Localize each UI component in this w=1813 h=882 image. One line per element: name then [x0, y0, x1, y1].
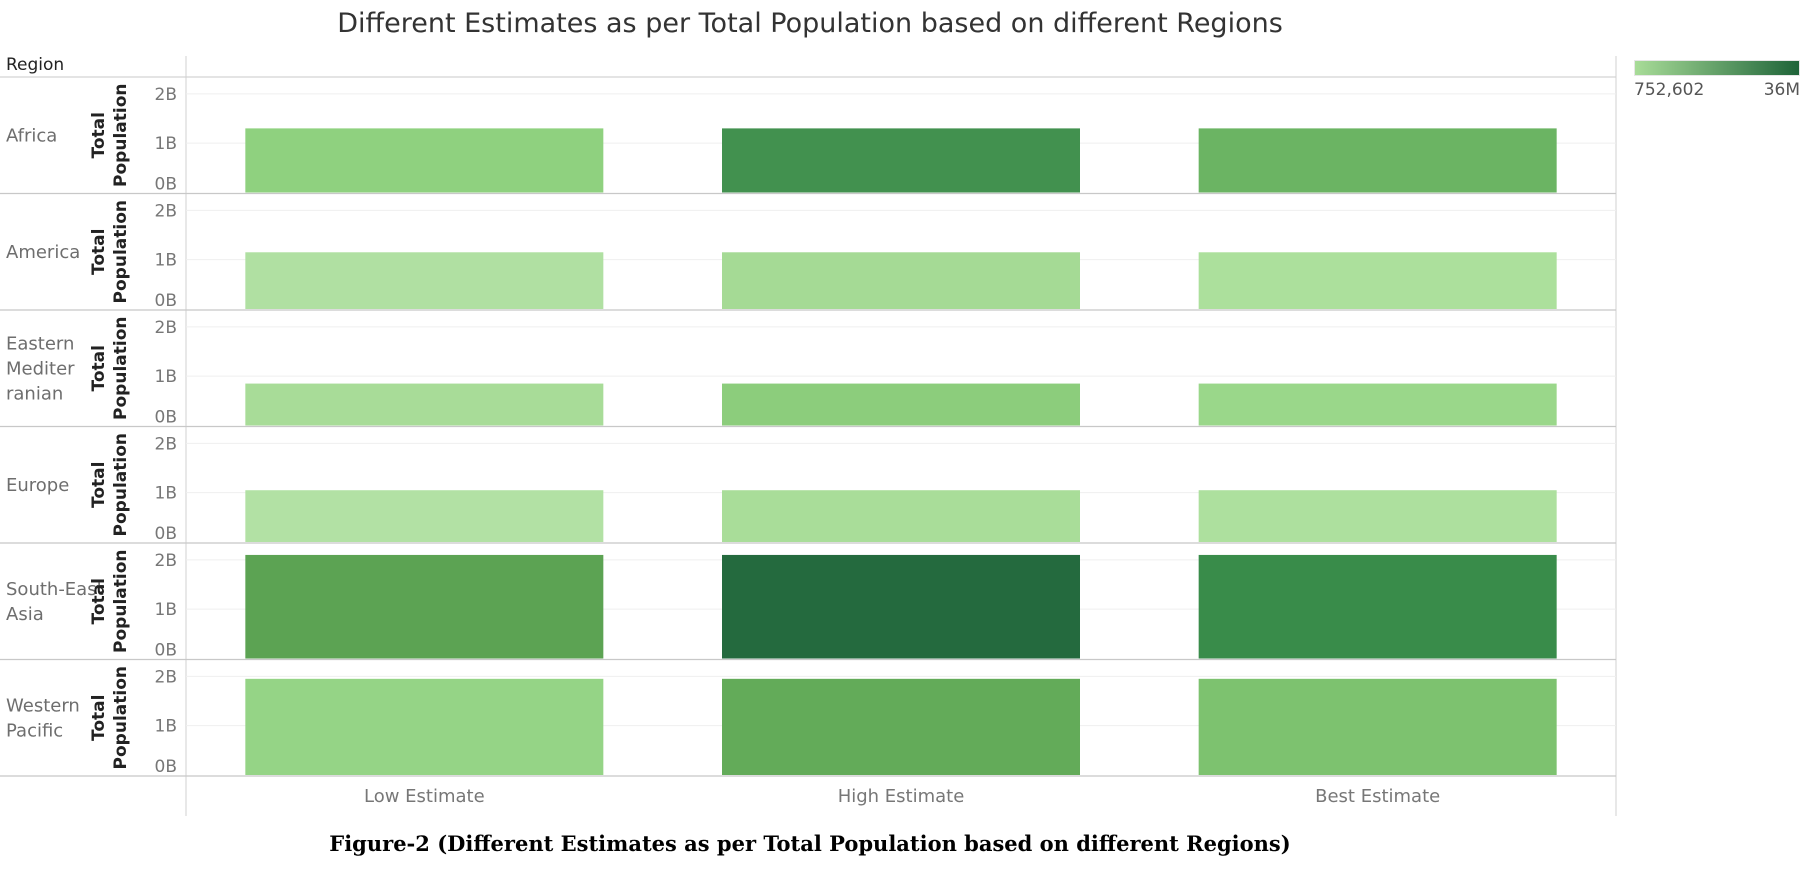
- bar: [722, 383, 1080, 426]
- bar: [1198, 678, 1557, 775]
- y-tick-label: 2B: [155, 85, 177, 105]
- bar: [1198, 128, 1557, 193]
- x-category-label: High Estimate: [838, 786, 965, 807]
- bar: [722, 128, 1080, 193]
- chart-title: Different Estimates as per Total Populat…: [337, 8, 1283, 39]
- bar: [245, 554, 604, 659]
- x-category-label: Low Estimate: [364, 786, 485, 807]
- y-axis-title: Total Population: [89, 317, 131, 420]
- bar: [1198, 554, 1557, 659]
- y-tick-label: 2B: [155, 434, 177, 454]
- y-tick-label: 0B: [155, 524, 177, 544]
- region-label: Western Pacific: [6, 695, 80, 741]
- y-tick-label: 1B: [155, 600, 177, 620]
- bar: [722, 252, 1080, 309]
- region-header: Region: [6, 55, 65, 75]
- y-tick-label: 1B: [155, 367, 177, 387]
- bar: [1198, 490, 1557, 542]
- y-axis-title: Total Population: [89, 433, 131, 536]
- region-label: Africa: [6, 125, 57, 146]
- y-tick-label: 1B: [155, 134, 177, 154]
- y-tick-label: 2B: [155, 318, 177, 338]
- legend-max-label: 36M: [1763, 80, 1800, 100]
- y-tick-label: 0B: [155, 291, 177, 311]
- y-tick-label: 0B: [155, 175, 177, 195]
- y-axis-title: Total Population: [89, 200, 131, 303]
- legend-gradient-bar: [1634, 60, 1800, 76]
- y-tick-label: 2B: [155, 201, 177, 221]
- y-tick-label: 2B: [155, 551, 177, 571]
- region-label: South-East Asia: [6, 579, 104, 625]
- bar: [245, 490, 604, 542]
- bar: [1198, 383, 1557, 426]
- bar: [722, 554, 1080, 659]
- region-label: Europe: [6, 475, 69, 496]
- bar: [245, 128, 604, 193]
- y-tick-label: 1B: [155, 251, 177, 271]
- y-axis-title: Total Population: [89, 550, 131, 653]
- y-tick-label: 1B: [155, 717, 177, 737]
- bar: [245, 678, 604, 775]
- y-tick-label: 0B: [155, 408, 177, 428]
- region-label: America: [6, 242, 80, 263]
- bar: [722, 678, 1080, 775]
- legend-min-label: 752,602: [1634, 80, 1705, 100]
- y-tick-label: 1B: [155, 484, 177, 504]
- y-tick-label: 0B: [155, 641, 177, 661]
- bar: [722, 490, 1080, 542]
- region-label: Eastern Mediter ranian: [6, 333, 75, 404]
- bar: [245, 383, 604, 426]
- y-axis-title: Total Population: [89, 84, 131, 187]
- y-tick-label: 2B: [155, 667, 177, 687]
- figure-caption: Figure-2 (Different Estimates as per Tot…: [329, 831, 1291, 856]
- y-tick-label: 0B: [155, 757, 177, 777]
- color-legend: 752,602 36M: [1634, 60, 1800, 100]
- bar: [245, 252, 604, 309]
- x-category-label: Best Estimate: [1315, 786, 1440, 807]
- y-axis-title: Total Population: [89, 666, 131, 769]
- bar: [1198, 252, 1557, 309]
